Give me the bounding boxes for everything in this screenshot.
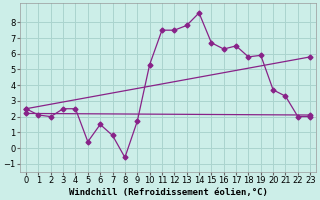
X-axis label: Windchill (Refroidissement éolien,°C): Windchill (Refroidissement éolien,°C) [69, 188, 268, 197]
